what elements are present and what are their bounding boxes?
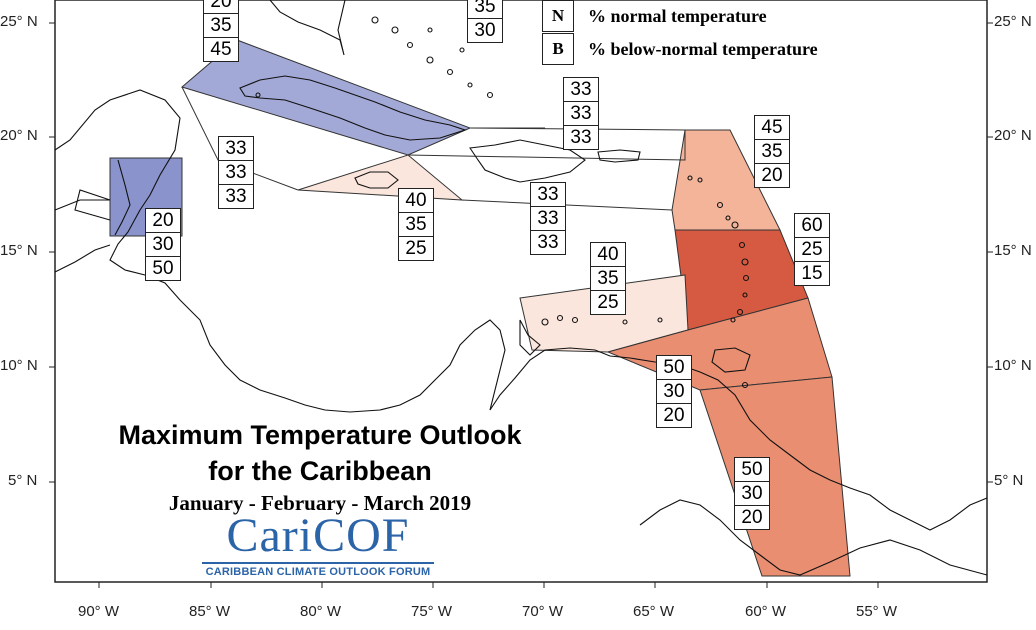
legend-key-below: B bbox=[542, 33, 574, 65]
prob-value: 33 bbox=[537, 232, 559, 253]
prob-value: 20 bbox=[761, 165, 783, 186]
lat-label-left-5: 5° N bbox=[8, 472, 38, 489]
florida-coast bbox=[269, 0, 346, 56]
prob-value: 33 bbox=[219, 137, 253, 161]
prob-value: 20 bbox=[741, 507, 763, 528]
lon-label-70: 70° W bbox=[522, 603, 564, 620]
prob-value: 40 bbox=[591, 243, 625, 267]
lat-label-left-10: 10° N bbox=[0, 357, 38, 374]
prob-box-west-caribbean: 33 33 33 bbox=[218, 136, 254, 209]
prob-box-guianas: 50 30 20 bbox=[734, 457, 770, 530]
prob-box-south-hispaniola: 33 33 33 bbox=[530, 182, 566, 255]
prob-value: 15 bbox=[801, 263, 823, 284]
lat-label-right-10: 10° N bbox=[994, 357, 1032, 374]
prob-box-jamaica: 40 35 25 bbox=[398, 188, 434, 261]
central-america-coast-belize bbox=[114, 159, 131, 236]
map-title-period: January - February - March 2019 bbox=[168, 491, 472, 515]
prob-value: 33 bbox=[225, 186, 247, 207]
lat-label-right-20: 20° N bbox=[994, 127, 1032, 144]
hispaniola-coast bbox=[469, 139, 586, 183]
legend-normal: N % normal temperature bbox=[542, 0, 767, 32]
lon-label-75: 75° W bbox=[411, 603, 453, 620]
prob-value: 50 bbox=[152, 258, 174, 279]
prob-value: 33 bbox=[531, 183, 565, 207]
small-islands bbox=[255, 16, 750, 389]
lon-label-65: 65° W bbox=[633, 603, 675, 620]
prob-value: 33 bbox=[570, 127, 592, 148]
south-america-inland bbox=[639, 499, 988, 576]
lon-label-80: 80° W bbox=[300, 603, 342, 620]
lat-label-left-20: 20° N bbox=[0, 127, 38, 144]
trinidad-coast bbox=[711, 347, 751, 373]
prob-value: 30 bbox=[474, 20, 496, 41]
legend-key-normal: N bbox=[542, 0, 574, 32]
prob-value: 35 bbox=[755, 140, 789, 164]
prob-value: 35 bbox=[204, 14, 238, 38]
prob-value: 33 bbox=[531, 207, 565, 231]
legend-label-below: % below-normal temperature bbox=[588, 38, 818, 59]
prob-value: 60 bbox=[795, 214, 829, 238]
lat-label-left-25: 25° N bbox=[0, 13, 38, 30]
prob-box-bahamas: 35 30 bbox=[467, 0, 503, 43]
prob-value: 25 bbox=[597, 292, 619, 313]
legend-below: B % below-normal temperature bbox=[542, 33, 818, 65]
prob-value: 50 bbox=[735, 458, 769, 482]
prob-box-belize: 20 30 50 bbox=[145, 208, 181, 281]
prob-box-cuba: 20 35 45 bbox=[203, 0, 239, 62]
prob-box-windwards: 60 25 15 bbox=[794, 213, 830, 286]
prob-value: 33 bbox=[564, 102, 598, 126]
prob-value: 20 bbox=[146, 209, 180, 233]
cuba-coast bbox=[239, 75, 467, 141]
lat-label-right-15: 15° N bbox=[994, 242, 1032, 259]
yucatan-mexico-coast bbox=[54, 89, 506, 413]
legend-label-normal: % normal temperature bbox=[588, 5, 767, 26]
prob-value: 35 bbox=[468, 0, 502, 19]
logo-divider bbox=[202, 562, 434, 564]
prob-value: 20 bbox=[204, 0, 238, 14]
prob-value: 45 bbox=[210, 39, 232, 60]
prob-box-trinidad: 50 30 20 bbox=[656, 355, 692, 428]
lon-label-55: 55° W bbox=[856, 603, 898, 620]
axis-ticks bbox=[49, 22, 993, 588]
lat-label-right-25: 25° N bbox=[994, 13, 1032, 30]
puerto-rico-coast bbox=[597, 149, 641, 163]
mexico-border bbox=[54, 189, 111, 273]
prob-value: 20 bbox=[663, 405, 685, 426]
lake-maracaibo bbox=[519, 319, 541, 356]
prob-value: 25 bbox=[405, 238, 427, 259]
prob-box-abc-islands: 40 35 25 bbox=[590, 242, 626, 315]
prob-value: 30 bbox=[657, 380, 691, 404]
logo-wordmark: CariCOF bbox=[226, 509, 410, 562]
prob-value: 30 bbox=[146, 233, 180, 257]
prob-value: 45 bbox=[755, 116, 789, 140]
zones bbox=[109, 39, 851, 577]
jamaica-coast bbox=[354, 171, 399, 189]
south-america-coast bbox=[489, 347, 988, 531]
lon-label-85: 85° W bbox=[189, 603, 231, 620]
coastlines bbox=[54, 0, 988, 576]
prob-value: 33 bbox=[564, 78, 598, 102]
prob-value: 33 bbox=[219, 161, 253, 185]
prob-value: 30 bbox=[735, 482, 769, 506]
prob-box-northern-leewards: 45 35 20 bbox=[754, 115, 790, 188]
prob-value: 25 bbox=[795, 238, 829, 262]
prob-value: 40 bbox=[399, 189, 433, 213]
prob-value: 35 bbox=[399, 213, 433, 237]
lat-label-right-5: 5° N bbox=[994, 472, 1024, 489]
map-title-line2: for the Caribbean bbox=[208, 456, 432, 486]
lat-label-left-15: 15° N bbox=[0, 242, 38, 259]
lon-label-90: 90° W bbox=[78, 603, 120, 620]
logo-subtitle: CARIBBEAN CLIMATE OUTLOOK FORUM bbox=[205, 566, 431, 578]
lon-label-60: 60° W bbox=[745, 603, 787, 620]
map-title-line1: Maximum Temperature Outlook bbox=[118, 420, 522, 450]
prob-box-north-hispaniola: 33 33 33 bbox=[563, 77, 599, 150]
caricof-logo: CariCOF CARIBBEAN CLIMATE OUTLOOK FORUM bbox=[202, 512, 434, 578]
prob-value: 35 bbox=[591, 267, 625, 291]
prob-value: 50 bbox=[657, 356, 691, 380]
